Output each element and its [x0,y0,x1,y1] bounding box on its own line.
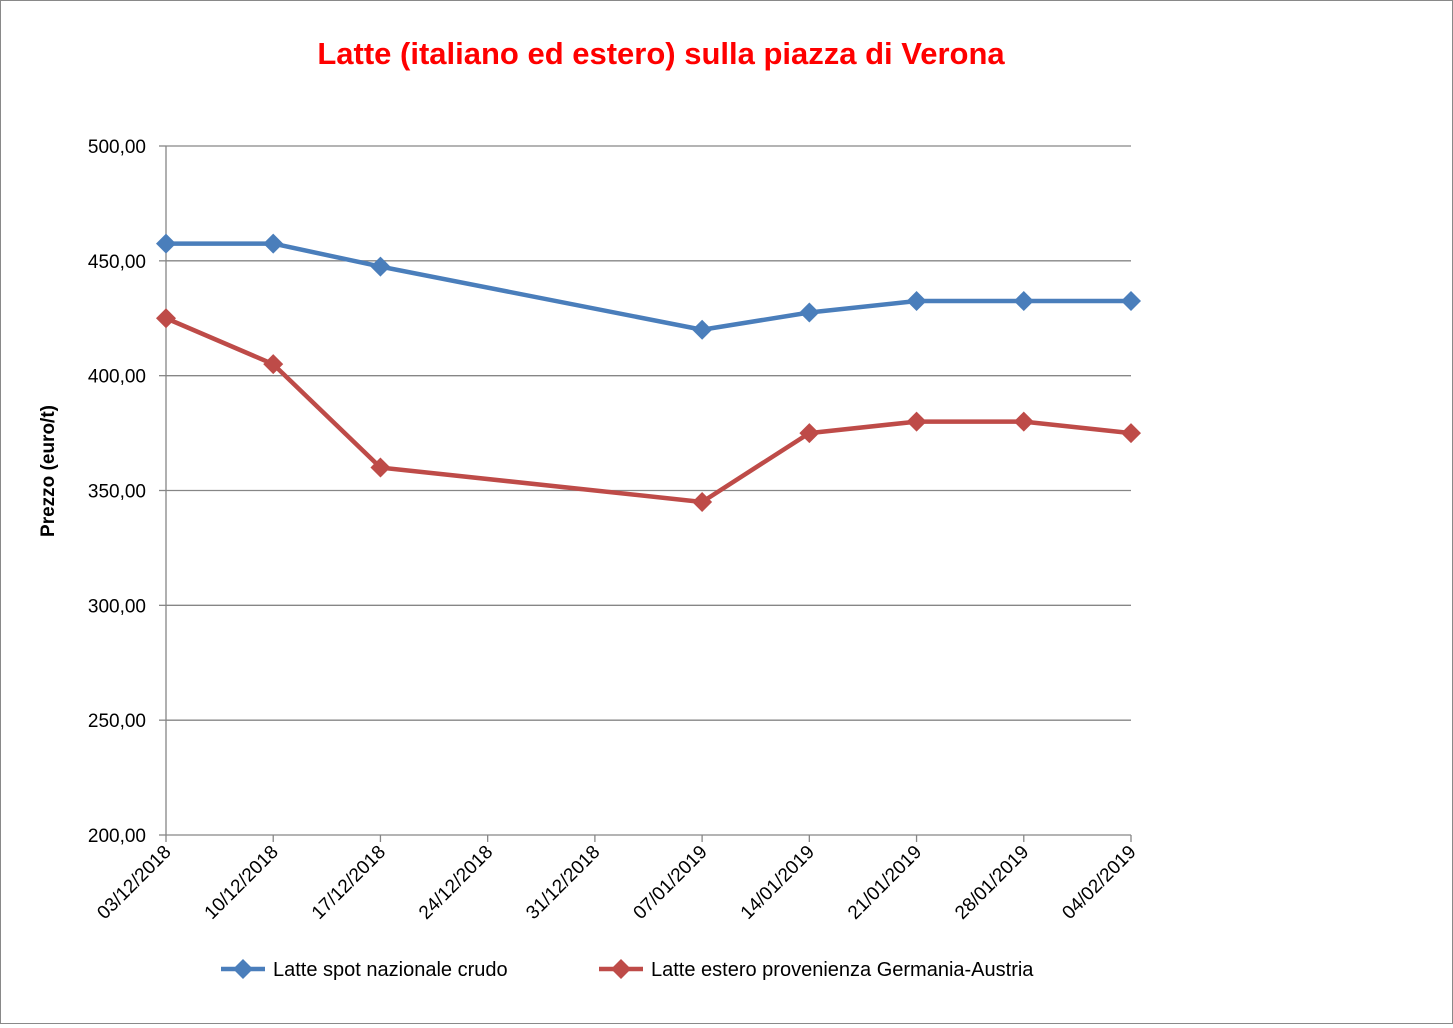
legend-label: Latte spot nazionale crudo [273,959,508,981]
data-point [370,256,391,277]
x-tick-label: 17/12/2018 [308,842,390,924]
y-tick-label: 500,00 [88,137,146,158]
chart-title: Latte (italiano ed estero) sulla piazza … [317,36,1005,71]
legend-label: Latte estero provenienza Germania-Austri… [651,959,1034,981]
x-tick-label: 07/01/2019 [630,842,712,924]
series-line-1 [165,316,1132,505]
x-tick-label: 21/01/2019 [844,842,926,924]
x-tick-label: 10/12/2018 [201,842,283,924]
data-point [906,411,927,432]
data-point [1013,411,1034,432]
x-tick-label: 28/01/2019 [951,842,1033,924]
series-line-0 [166,241,1131,332]
x-tick-label: 24/12/2018 [415,842,497,924]
data-point [692,491,713,512]
y-axis-label: Prezzo (euro/t) [38,405,59,537]
y-tick-label: 300,00 [88,596,146,617]
data-point [1121,423,1141,444]
x-tick-label: 31/12/2018 [522,842,604,924]
data-point [799,302,820,323]
data-point [370,457,391,478]
data-point [1121,291,1141,312]
data-point [263,233,284,254]
data-point [1013,291,1034,312]
legend-marker [611,959,631,979]
y-tick-label: 250,00 [88,711,146,732]
x-tick-label: 03/12/2018 [93,842,175,924]
data-point [156,308,176,329]
y-tick-label: 200,00 [88,826,146,847]
data-point [906,291,927,312]
x-tick-label: 04/02/2019 [1058,842,1140,924]
data-point [799,423,820,444]
legend-marker [233,959,253,979]
data-point [692,319,713,340]
x-tick-label: 14/01/2019 [737,842,819,924]
y-tick-label: 450,00 [88,252,146,273]
y-tick-label: 400,00 [88,367,146,388]
data-point [263,354,284,375]
y-tick-label: 350,00 [88,482,146,503]
data-point [156,233,176,254]
